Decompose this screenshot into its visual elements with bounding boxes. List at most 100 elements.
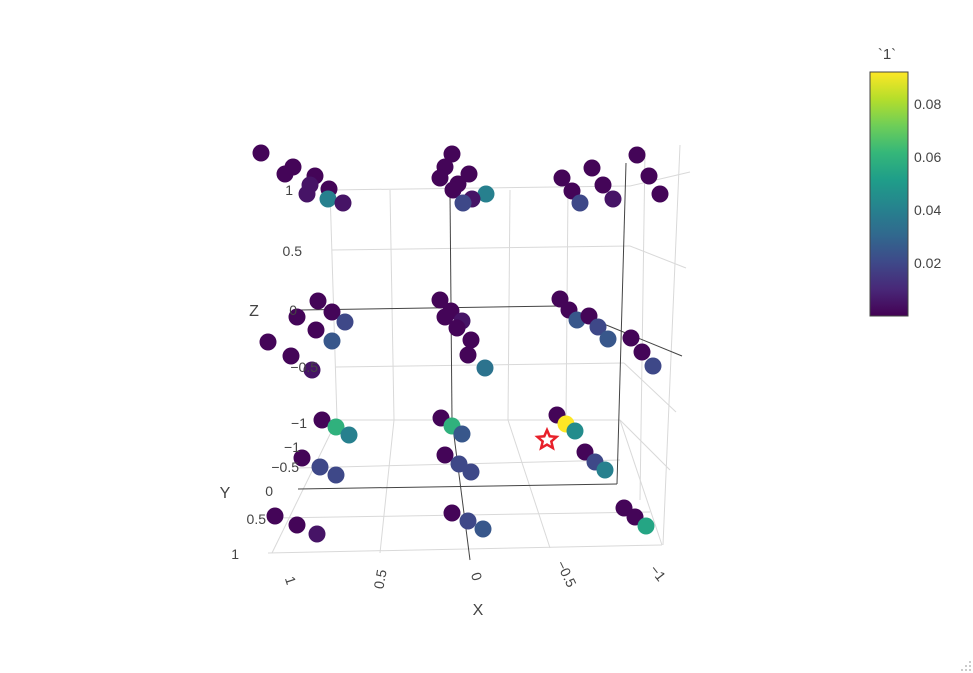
grid-line <box>623 362 677 413</box>
colorbar-tick-label: 0.06 <box>914 149 941 165</box>
zero-line <box>299 305 561 311</box>
grid-line <box>389 189 395 421</box>
grid-line <box>619 419 671 471</box>
y-tick-label: 0.5 <box>247 511 267 527</box>
data-point[interactable] <box>436 308 454 326</box>
x-tick-label: 0.5 <box>371 568 390 590</box>
data-point[interactable] <box>303 361 321 379</box>
grid-line <box>507 189 511 421</box>
data-point[interactable] <box>443 504 461 522</box>
star-marker <box>534 426 560 451</box>
x-tick-label: −1 <box>647 562 670 585</box>
y-axis-title: Y <box>220 485 231 502</box>
data-point[interactable] <box>633 343 651 361</box>
data-point[interactable] <box>311 458 329 476</box>
z-tick-label: −1 <box>291 415 307 431</box>
data-point[interactable] <box>477 185 495 203</box>
colorbar-title: `1` <box>878 46 896 63</box>
colorbar-gradient <box>869 71 909 317</box>
grid-line <box>267 544 663 554</box>
z-tick-label: 1 <box>285 182 293 198</box>
resize-grip-icon[interactable] <box>961 661 971 671</box>
data-point[interactable] <box>563 182 581 200</box>
data-point[interactable] <box>340 426 358 444</box>
data-point[interactable] <box>327 466 345 484</box>
data-point[interactable] <box>298 185 316 203</box>
z-axis-title: Z <box>249 303 259 320</box>
colorbar-tick-label: 0.08 <box>914 96 941 112</box>
data-point[interactable] <box>637 517 655 535</box>
z-tick-label: 0 <box>289 302 297 318</box>
z-tick-label: 0.5 <box>283 243 303 259</box>
data-point[interactable] <box>459 512 477 530</box>
data-point[interactable] <box>259 333 277 351</box>
grid-line <box>629 245 687 269</box>
data-point[interactable] <box>288 516 306 534</box>
data-point[interactable] <box>553 169 571 187</box>
data-point[interactable] <box>448 319 466 337</box>
data-point[interactable] <box>476 359 494 377</box>
data-point[interactable] <box>450 455 468 473</box>
z-axis: 1 0.5 0 −0.5 −1 Z <box>249 182 318 431</box>
data-point[interactable] <box>327 418 345 436</box>
grid-line <box>331 245 631 251</box>
data-point[interactable] <box>444 181 462 199</box>
data-point[interactable] <box>566 422 584 440</box>
data-point[interactable] <box>276 165 294 183</box>
data-point[interactable] <box>323 303 341 321</box>
data-point[interactable] <box>462 331 480 349</box>
data-point[interactable] <box>462 463 480 481</box>
data-point[interactable] <box>334 194 352 212</box>
data-point[interactable] <box>309 292 327 310</box>
data-point[interactable] <box>431 291 449 309</box>
data-point[interactable] <box>307 321 325 339</box>
data-point[interactable] <box>319 190 337 208</box>
colorbar-tick-label: 0.04 <box>914 202 941 218</box>
data-point[interactable] <box>443 145 461 163</box>
data-point[interactable] <box>454 194 472 212</box>
data-point[interactable] <box>323 332 341 350</box>
grid-line <box>639 149 646 501</box>
grid-line <box>619 419 663 546</box>
data-point[interactable] <box>288 308 306 326</box>
data-point[interactable] <box>628 146 646 164</box>
data-point[interactable] <box>436 446 454 464</box>
data-point[interactable] <box>651 185 669 203</box>
x-tick-label: 1 <box>282 574 300 587</box>
data-point[interactable] <box>313 411 331 429</box>
data-point[interactable] <box>460 165 478 183</box>
data-point[interactable] <box>583 159 601 177</box>
data-point[interactable] <box>282 347 300 365</box>
data-point[interactable] <box>589 318 607 336</box>
points-layer <box>252 144 669 543</box>
x-axis: 1 0.5 0 −0.5 −1 X <box>282 558 669 619</box>
data-point[interactable] <box>474 520 492 538</box>
data-point[interactable] <box>594 176 612 194</box>
data-point[interactable] <box>604 190 622 208</box>
scene-grid <box>267 144 691 554</box>
data-point[interactable] <box>308 525 326 543</box>
colorbar-tick-label: 0.02 <box>914 255 941 271</box>
data-point[interactable] <box>599 330 617 348</box>
data-point[interactable] <box>459 346 477 364</box>
data-point[interactable] <box>571 194 589 212</box>
data-point[interactable] <box>252 144 270 162</box>
data-point[interactable] <box>644 357 662 375</box>
y-tick-label: 0 <box>265 483 273 499</box>
x-tick-label: 0 <box>468 570 486 583</box>
grid-line <box>629 171 691 187</box>
grid-line <box>662 144 681 546</box>
data-point[interactable] <box>596 461 614 479</box>
data-point[interactable] <box>293 449 311 467</box>
data-point[interactable] <box>336 313 354 331</box>
y-axis: −1 −0.5 0 0.5 1 Y <box>220 439 301 562</box>
grid-line <box>379 419 395 554</box>
grid-line <box>271 419 338 554</box>
data-point[interactable] <box>266 507 284 525</box>
data-point[interactable] <box>431 169 449 187</box>
zero-line <box>616 162 627 485</box>
data-point[interactable] <box>640 167 658 185</box>
data-point[interactable] <box>622 329 640 347</box>
data-point[interactable] <box>453 425 471 443</box>
